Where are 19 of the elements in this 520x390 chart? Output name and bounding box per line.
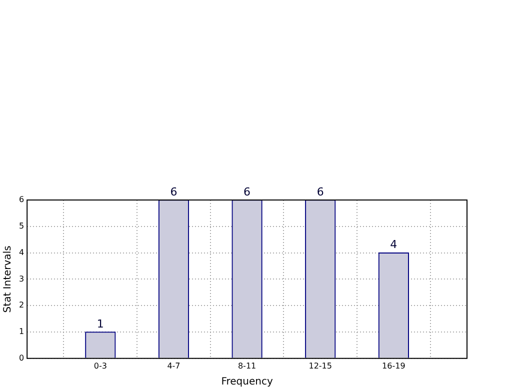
x-tick-label: 8-11 (238, 361, 256, 370)
y-tick-label: 0 (18, 353, 24, 362)
y-tick-label: 3 (18, 274, 24, 284)
data-label: 6 (244, 185, 251, 198)
x-tick-label: 16-19 (382, 361, 406, 370)
y-axis-title: Stat Intervals (2, 246, 14, 313)
y-tick-label: 1 (18, 327, 24, 336)
data-label: 6 (170, 185, 178, 198)
y-tick-label: 4 (18, 248, 24, 257)
y-tick-label: 6 (18, 195, 24, 204)
x-tick-label: 12-15 (308, 361, 332, 370)
y-tick-label: 5 (18, 221, 24, 230)
y-tick-label: 2 (18, 300, 24, 310)
data-label: 6 (316, 185, 324, 198)
x-tick-label: 0-3 (94, 361, 107, 370)
x-axis-title: Frequency (221, 376, 273, 388)
data-label: 1 (96, 317, 104, 330)
x-tick-label: 4-7 (167, 361, 180, 370)
data-label: 4 (390, 238, 398, 252)
